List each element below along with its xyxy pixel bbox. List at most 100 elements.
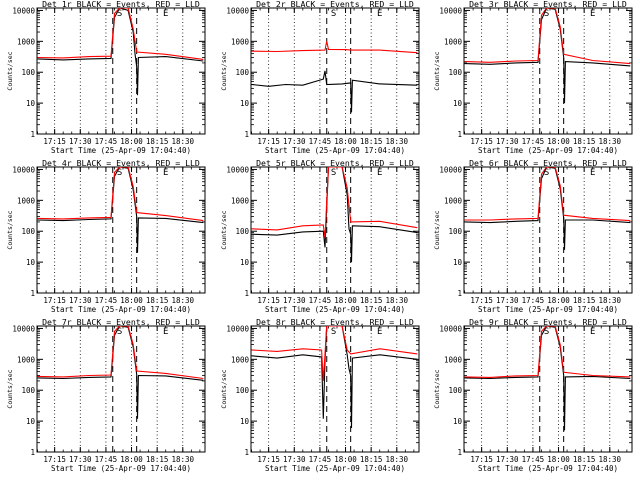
y-tick-label: 1000 [231,355,250,364]
events-series-line [37,326,204,419]
events-series-line [464,167,631,250]
events-series-line [464,326,631,431]
x-tick-label: 17:30 [69,296,92,305]
x-tick-label: 17:30 [496,137,519,146]
y-tick-label: 10000 [12,6,35,15]
panel-title: Det 8r BLACK = Events, RED = LLD [256,317,414,327]
y-tick-label: 100 [448,227,462,236]
y-tick-label: 1000 [231,196,250,205]
x-axis-label: Start Time (25-Apr-09 17:04:40) [51,146,191,155]
start-marker: S [331,168,336,178]
x-tick-label: 17:30 [283,137,306,146]
axes-frame [36,7,206,135]
y-axis-label: Counts/sec [6,369,14,408]
lld-series-line [251,167,418,239]
y-tick-label: 1 [244,289,249,298]
events-series-line [251,326,418,429]
x-tick-label: 18:30 [386,455,409,464]
x-tick-label: 18:15 [573,455,596,464]
start-marker: S [331,327,336,337]
lld-series-line [37,167,204,222]
x-tick-label: 17:45 [522,455,545,464]
x-tick-label: 18:15 [146,137,169,146]
end-marker: E [590,9,595,19]
x-tick-label: 18:30 [172,455,195,464]
start-marker: S [544,168,549,178]
lld-series-line [37,8,204,60]
y-tick-label: 100 [235,386,249,395]
x-axis-label: Start Time (25-Apr-09 17:04:40) [478,464,618,473]
panel-title: Det 5r BLACK = Events, RED = LLD [256,158,414,168]
events-series-line [251,167,418,263]
y-tick-label: 10 [26,258,36,267]
detector-panel: Det 5r BLACK = Events, RED = LLD 1 10 100 10… [220,158,420,314]
y-tick-label: 10 [453,99,463,108]
events-series-line [251,70,418,113]
x-axis-label: Start Time (25-Apr-09 17:04:40) [478,146,618,155]
y-tick-label: 1000 [231,37,250,46]
end-marker: E [163,9,168,19]
detector-panel: Det 3r BLACK = Events, RED = LLD 1 10 100 10… [433,0,633,155]
x-tick-label: 18:00 [547,296,570,305]
x-tick-label: 18:15 [360,296,383,305]
x-axis-label: Start Time (25-Apr-09 17:04:40) [51,464,191,473]
y-tick-label: 10 [240,258,250,267]
y-axis-label: Counts/sec [433,210,441,249]
lld-series-line [464,326,631,378]
x-tick-label: 18:30 [386,296,409,305]
y-axis-label: Counts/sec [433,51,441,90]
x-axis-label: Start Time (25-Apr-09 17:04:40) [265,146,405,155]
y-tick-label: 100 [21,227,35,236]
x-tick-label: 17:45 [522,296,545,305]
x-tick-label: 18:00 [547,137,570,146]
panel-title: Det 7r BLACK = Events, RED = LLD [42,317,200,327]
end-marker: E [377,168,382,178]
x-tick-label: 18:00 [334,137,357,146]
y-tick-label: 100 [21,68,35,77]
y-tick-label: 10 [26,417,36,426]
y-tick-label: 1 [30,448,35,457]
y-tick-label: 100 [235,68,249,77]
y-tick-label: 1000 [17,37,36,46]
lld-series-line [464,167,631,222]
end-marker: E [377,9,382,19]
x-tick-label: 18:15 [146,296,169,305]
y-tick-label: 10000 [12,165,35,174]
y-tick-label: 10 [26,99,36,108]
start-marker: S [331,9,336,19]
x-axis-label: Start Time (25-Apr-09 17:04:40) [265,464,405,473]
x-tick-label: 17:15 [43,137,66,146]
x-tick-label: 18:30 [386,137,409,146]
y-tick-label: 1 [244,130,249,139]
end-marker: E [377,327,382,337]
x-tick-label: 18:30 [599,296,622,305]
y-axis-label: Counts/sec [433,369,441,408]
x-tick-label: 18:15 [146,455,169,464]
x-tick-label: 18:30 [599,137,622,146]
y-tick-label: 100 [235,227,249,236]
detector-panel: Det 7r BLACK = Events, RED = LLD 1 10 100 10… [6,317,206,473]
y-tick-label: 1000 [444,355,463,364]
y-tick-label: 1 [30,130,35,139]
axes-frame [463,7,633,135]
x-axis-label: Start Time (25-Apr-09 17:04:40) [51,305,191,314]
panel-title: Det 2r BLACK = Events, RED = LLD [256,0,414,9]
lld-series-line [37,326,204,380]
axes-frame [36,325,206,453]
axes-frame [250,325,420,453]
axes-frame [463,325,633,453]
x-tick-label: 17:30 [283,455,306,464]
end-marker: E [163,168,168,178]
start-marker: S [117,168,122,178]
x-axis-label: Start Time (25-Apr-09 17:04:40) [478,305,618,314]
y-axis-label: Counts/sec [6,210,14,249]
end-marker: E [590,327,595,337]
x-tick-label: 17:30 [69,455,92,464]
x-tick-label: 17:45 [309,137,332,146]
start-marker: S [544,9,549,19]
detector-panel: Det 8r BLACK = Events, RED = LLD 1 10 100 10… [220,317,420,473]
y-tick-label: 1000 [444,37,463,46]
x-tick-label: 17:45 [95,137,118,146]
x-tick-label: 18:00 [120,137,143,146]
